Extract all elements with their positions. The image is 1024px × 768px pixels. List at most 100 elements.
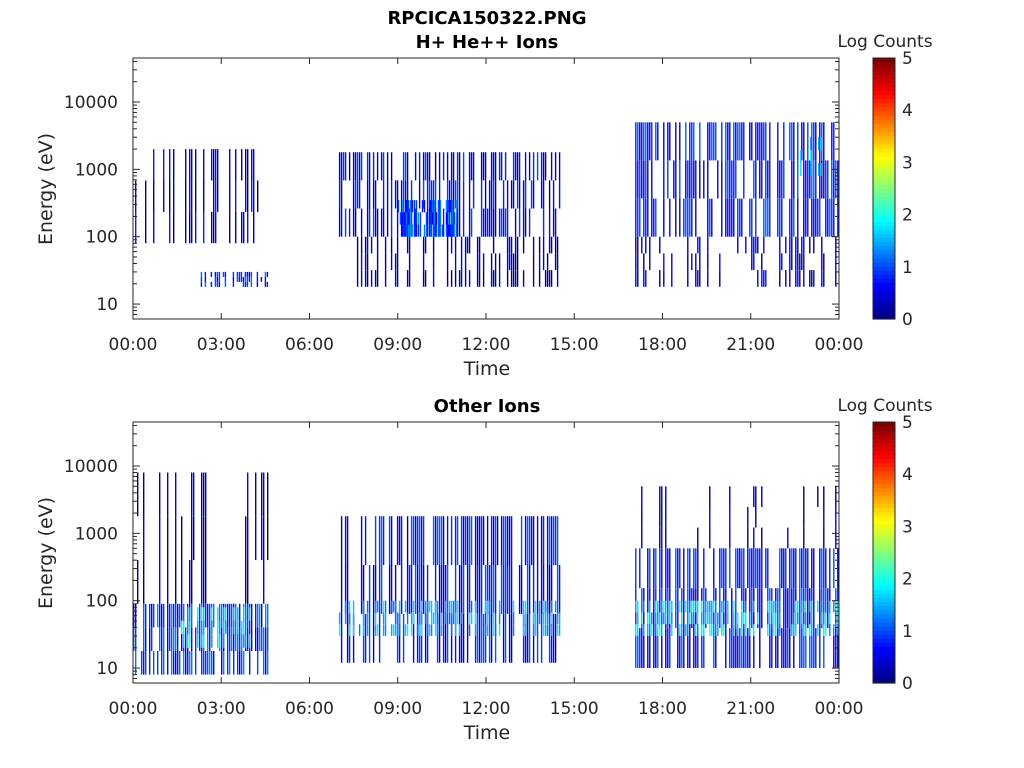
heat-cell <box>494 152 497 181</box>
heat-cell <box>428 180 431 209</box>
heat-cell <box>422 565 425 614</box>
heat-cell <box>450 624 453 636</box>
heat-cell <box>498 152 501 181</box>
colorbar-step <box>873 119 895 124</box>
heat-cell <box>502 180 505 209</box>
heat-cell <box>185 211 187 244</box>
heat-cell <box>833 548 835 589</box>
colorbar-step <box>873 609 895 615</box>
colorbar-step <box>873 168 895 173</box>
heat-cell <box>749 612 751 625</box>
heat-cell <box>200 281 203 287</box>
heat-cell <box>775 612 777 625</box>
colorbar-step <box>873 314 895 320</box>
heat-cell <box>532 565 535 614</box>
heat-cell <box>247 560 249 604</box>
heat-cell <box>390 253 393 271</box>
heat-cell <box>229 211 231 244</box>
heat-cell <box>510 565 513 614</box>
colorbar-step <box>873 208 895 214</box>
colorbar-step <box>873 556 895 562</box>
heat-cell <box>455 212 458 225</box>
heat-cell <box>514 270 517 287</box>
heat-cell <box>637 253 639 271</box>
heat-cell <box>446 270 449 287</box>
heat-cell <box>663 160 665 199</box>
heat-cell <box>181 560 183 604</box>
heat-cell <box>362 565 365 614</box>
heat-cell <box>737 548 739 589</box>
colorbar-step <box>873 278 895 283</box>
heat-cell <box>556 253 559 271</box>
heat-cell <box>484 208 487 237</box>
heat-cell <box>340 180 343 209</box>
heat-cell <box>439 200 442 213</box>
heat-cell <box>681 612 683 625</box>
heat-cell <box>401 212 404 225</box>
heat-cell <box>460 612 463 625</box>
heat-cell <box>151 603 153 628</box>
heat-cell <box>683 198 685 237</box>
heat-cell <box>374 180 377 209</box>
y-tick-label: 1000 <box>75 524 118 544</box>
heat-cell <box>504 152 507 181</box>
heat-cell <box>661 486 663 507</box>
heat-cell <box>532 270 535 287</box>
heat-cell <box>261 516 263 561</box>
heat-cell <box>799 628 801 668</box>
colorbar-step <box>873 204 895 210</box>
heat-cell <box>829 198 831 237</box>
heat-cell <box>236 271 239 277</box>
heat-cell <box>719 588 721 629</box>
heat-cell <box>729 122 731 161</box>
heat-cell <box>653 548 655 589</box>
heat-cell <box>486 624 489 636</box>
heat-cell <box>538 236 541 254</box>
heat-cell <box>803 198 805 237</box>
colorbar-label: Log Counts <box>837 32 932 52</box>
colorbar-step <box>873 82 895 88</box>
heat-cell <box>709 506 711 528</box>
heat-cell <box>235 607 237 621</box>
heat-cell <box>175 627 177 651</box>
heat-cell <box>803 486 805 507</box>
heat-cell <box>191 211 193 244</box>
heat-cell <box>542 612 545 625</box>
colorbar-step <box>873 58 895 63</box>
heat-cell <box>701 600 703 613</box>
heat-cell <box>187 607 189 621</box>
heat-cell <box>687 236 689 254</box>
heat-cell <box>224 271 227 277</box>
heat-cell <box>470 612 473 625</box>
heat-cell <box>430 612 433 625</box>
heat-cell <box>793 160 795 199</box>
heat-cell <box>532 516 535 566</box>
heat-cell <box>713 122 715 161</box>
heat-cell <box>799 548 801 589</box>
y-tick-label: 100 <box>86 592 118 612</box>
heat-cell <box>526 516 529 566</box>
heat-cell <box>444 600 447 613</box>
heat-cell <box>251 627 253 651</box>
heat-cell <box>243 607 245 621</box>
heat-cell <box>143 560 145 604</box>
heat-cell <box>265 627 267 651</box>
heat-cell <box>785 236 787 254</box>
heat-cell <box>504 516 507 566</box>
heat-cell <box>214 281 217 287</box>
heat-cell <box>145 211 147 244</box>
heat-cell <box>661 624 663 636</box>
heat-cell <box>464 270 467 287</box>
heat-cell <box>437 224 440 237</box>
heat-cell <box>436 516 439 566</box>
heat-cell <box>384 253 387 271</box>
heat-cell <box>653 588 655 629</box>
heat-cell <box>486 516 489 566</box>
heat-cell <box>368 613 371 663</box>
heat-cell <box>398 600 401 613</box>
heat-cell <box>532 613 535 663</box>
heat-cell <box>819 122 821 161</box>
heat-cell <box>149 651 151 675</box>
colorbar-step <box>873 282 895 287</box>
heat-cell <box>340 208 343 237</box>
